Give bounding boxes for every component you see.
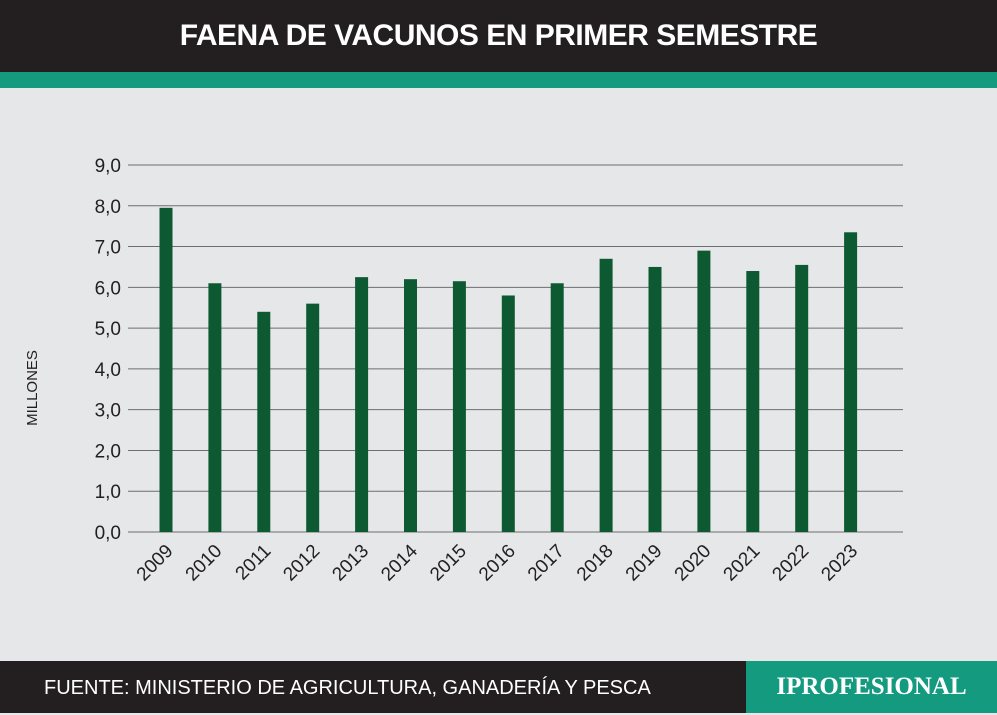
x-tick-label: 2021 <box>720 541 765 586</box>
source-text: FUENTE: MINISTERIO DE AGRICULTURA, GANAD… <box>44 677 651 699</box>
accent-stripe <box>0 72 997 88</box>
x-tick-label: 2010 <box>182 541 227 586</box>
bar <box>697 250 711 532</box>
x-tick-label: 2011 <box>232 541 276 585</box>
x-tick-label: 2017 <box>524 541 569 586</box>
bar-chart: 0,0 1,0 2,0 3,0 4,0 5,0 6,0 7,0 8,0 9,0 MILLONES 20… <box>24 156 903 586</box>
x-tick-label: 2014 <box>377 540 422 585</box>
brand-logo: IPROFESIONAL <box>746 661 997 713</box>
y-tick-label: 7,0 <box>95 238 121 259</box>
bar <box>844 232 858 533</box>
bar <box>306 303 320 532</box>
y-tick-label: 6,0 <box>95 278 121 299</box>
header-bar: FAENA DE VACUNOS EN PRIMER SEMESTRE <box>0 0 997 72</box>
bar <box>648 266 662 532</box>
bar <box>452 281 466 532</box>
y-tick-label: 5,0 <box>95 319 121 340</box>
bar <box>746 271 760 532</box>
x-tick-label: 2020 <box>671 541 716 586</box>
x-tick-label: 2019 <box>622 541 667 586</box>
bar <box>404 279 417 532</box>
x-tick-label: 2018 <box>573 541 618 586</box>
y-tick-label: 3,0 <box>95 401 121 422</box>
bar <box>159 207 173 533</box>
bar <box>257 311 271 532</box>
brand-name: IPROFESIONAL <box>776 673 967 700</box>
x-tick-label: 2016 <box>475 541 520 586</box>
x-tick-label: 2023 <box>817 541 862 586</box>
y-tick-label: 4,0 <box>95 360 121 381</box>
y-axis-label: MILLONES <box>24 350 41 426</box>
y-tick-label: 2,0 <box>95 441 121 462</box>
bar <box>795 264 809 532</box>
x-tick-label: 2015 <box>426 541 471 586</box>
x-tick-label: 2013 <box>328 541 373 586</box>
x-tick-label: 2012 <box>279 541 324 586</box>
x-tick-label: 2009 <box>133 541 178 586</box>
y-tick-label: 8,0 <box>95 197 121 218</box>
footer-bar: FUENTE: MINISTERIO DE AGRICULTURA, GANAD… <box>0 661 997 713</box>
y-tick-label: 0,0 <box>95 523 121 544</box>
bar <box>208 283 222 532</box>
y-tick-label: 1,0 <box>95 482 121 503</box>
bar <box>355 277 369 532</box>
bar <box>501 295 515 532</box>
y-tick-label: 9,0 <box>95 156 121 177</box>
bar <box>599 258 613 532</box>
chart-title: FAENA DE VACUNOS EN PRIMER SEMESTRE <box>179 19 818 52</box>
x-tick-label: 2022 <box>768 541 813 586</box>
chart-area: 0,0 1,0 2,0 3,0 4,0 5,0 6,0 7,0 8,0 9,0 MILLONES 20… <box>0 88 997 661</box>
bar <box>550 283 564 532</box>
